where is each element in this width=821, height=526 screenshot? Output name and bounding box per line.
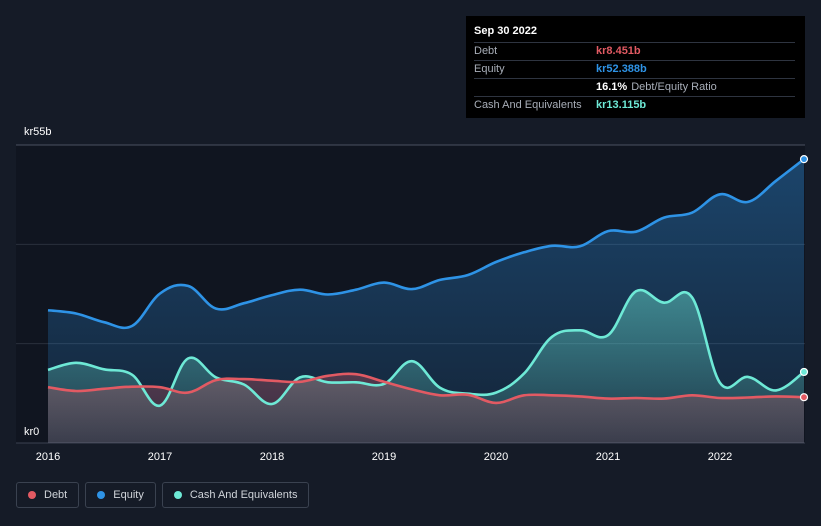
legend-item-cash[interactable]: Cash And Equivalents: [161, 482, 310, 508]
x-tick-label: 2017: [148, 451, 172, 463]
tooltip-row-ratio: 16.1% Debt/Equity Ratio: [474, 78, 795, 96]
tooltip-ratio-spacer: [474, 79, 596, 96]
cash-end-marker: [799, 367, 809, 377]
chart-legend: Debt Equity Cash And Equivalents: [16, 482, 310, 508]
tooltip-ratio-value: 16.1%: [596, 81, 628, 93]
tooltip-row-equity: Equity kr52.388b: [474, 60, 795, 78]
tooltip-debt-value: kr8.451b: [596, 45, 641, 57]
tooltip-row-debt: Debt kr8.451b: [474, 42, 795, 60]
tooltip-equity-label: Equity: [474, 63, 505, 75]
x-tick-label: 2016: [36, 451, 60, 463]
x-tick-label: 2020: [484, 451, 508, 463]
debt-line: [47, 372, 805, 405]
tooltip-row-cash: Cash And Equivalents kr13.115b: [474, 96, 795, 114]
legend-cash-dot-icon: [173, 491, 182, 499]
debt-area: [48, 373, 804, 443]
legend-equity-label: Equity: [113, 489, 144, 501]
x-tick-label: 2022: [708, 451, 732, 463]
legend-item-debt[interactable]: Debt: [16, 482, 80, 508]
tooltip-ratio-label: Debt/Equity Ratio: [631, 81, 717, 93]
cash-line: [47, 288, 805, 407]
legend-cash-label: Cash And Equivalents: [189, 489, 298, 501]
debt-end-marker: [799, 393, 809, 402]
y-axis-top-label: kr55b: [24, 126, 52, 138]
legend-debt-dot-icon: [28, 491, 36, 499]
tooltip-cash-value: kr13.115b: [596, 99, 647, 111]
x-tick-label: 2021: [596, 451, 620, 463]
data-tooltip: Sep 30 2022 Debt kr8.451b Equity kr52.38…: [466, 16, 805, 118]
tooltip-equity-value: kr52.388b: [596, 63, 647, 75]
equity-end-marker: [799, 155, 809, 164]
y-axis-bottom-label: kr0: [24, 426, 39, 438]
tooltip-date: Sep 30 2022: [474, 25, 537, 37]
series-end-markers: [799, 155, 809, 402]
x-tick-label: 2018: [260, 451, 284, 463]
equity-line: [47, 158, 805, 330]
x-axis-labels: 2016 2017 2018 2019 2020 2021 2022: [36, 451, 732, 463]
tooltip-debt-label: Debt: [474, 45, 498, 57]
series-lines: [47, 158, 805, 407]
legend-item-equity[interactable]: Equity: [85, 482, 156, 508]
x-tick-label: 2019: [372, 451, 396, 463]
tooltip-cash-label: Cash And Equivalents: [474, 99, 582, 111]
legend-equity-dot-icon: [97, 491, 106, 499]
legend-debt-label: Debt: [44, 489, 68, 501]
